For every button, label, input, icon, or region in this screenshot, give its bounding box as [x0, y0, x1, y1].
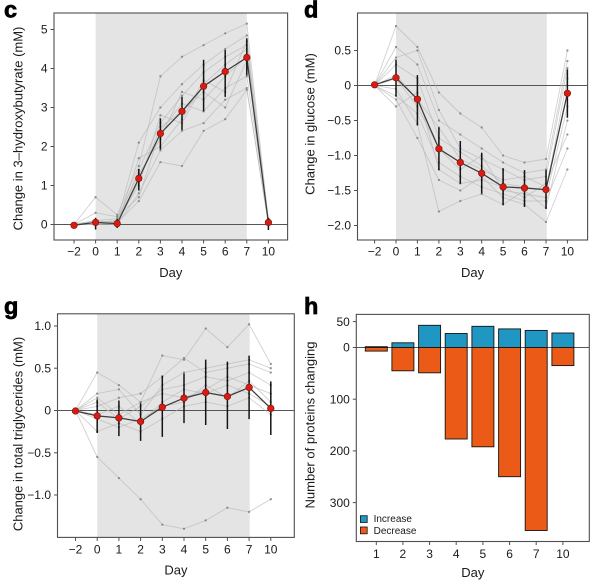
svg-text:5: 5 — [202, 542, 209, 556]
svg-text:Decrease: Decrease — [374, 526, 417, 537]
svg-text:4: 4 — [41, 62, 48, 76]
svg-text:6: 6 — [222, 245, 229, 259]
svg-text:6: 6 — [521, 245, 528, 259]
svg-text:5: 5 — [500, 245, 507, 259]
svg-text:2: 2 — [41, 140, 48, 154]
svg-text:4: 4 — [179, 245, 186, 259]
svg-text:−2: −2 — [368, 245, 382, 259]
svg-text:10: 10 — [556, 547, 570, 561]
svg-text:0: 0 — [343, 341, 350, 355]
svg-text:10: 10 — [264, 542, 278, 556]
svg-text:2: 2 — [436, 245, 443, 259]
svg-text:3: 3 — [457, 245, 464, 259]
svg-text:100: 100 — [330, 392, 350, 406]
svg-text:0.5: 0.5 — [34, 361, 51, 375]
svg-text:10: 10 — [262, 245, 276, 259]
svg-text:h: h — [304, 293, 318, 319]
svg-text:5: 5 — [480, 547, 487, 561]
svg-text:Increase: Increase — [374, 514, 413, 525]
svg-text:1: 1 — [116, 542, 123, 556]
svg-text:0: 0 — [393, 245, 400, 259]
svg-text:200: 200 — [330, 444, 350, 458]
svg-text:0: 0 — [344, 79, 351, 93]
svg-text:Day: Day — [159, 265, 183, 280]
svg-text:−0.5: −0.5 — [327, 114, 351, 128]
svg-text:−1.0: −1.0 — [327, 149, 351, 163]
svg-text:0: 0 — [94, 542, 101, 556]
svg-text:Day: Day — [461, 265, 485, 280]
svg-text:5: 5 — [200, 245, 207, 259]
svg-text:−2.0: −2.0 — [327, 219, 351, 233]
svg-text:−2: −2 — [67, 245, 81, 259]
svg-text:7: 7 — [543, 245, 550, 259]
svg-text:−1.5: −1.5 — [327, 184, 351, 198]
svg-text:6: 6 — [224, 542, 231, 556]
svg-text:Number of proteins changing: Number of proteins changing — [303, 342, 318, 509]
svg-text:4: 4 — [478, 245, 485, 259]
svg-text:−0.5: −0.5 — [27, 446, 51, 460]
svg-text:2: 2 — [135, 245, 142, 259]
svg-text:−2: −2 — [69, 542, 83, 556]
svg-text:2: 2 — [400, 547, 407, 561]
svg-text:5: 5 — [41, 23, 48, 37]
svg-text:Change in 3–hydroxybutyrate (m: Change in 3–hydroxybutyrate (mM) — [11, 27, 26, 231]
svg-text:1: 1 — [114, 245, 121, 259]
svg-text:0: 0 — [44, 404, 51, 418]
svg-text:7: 7 — [246, 542, 253, 556]
svg-text:4: 4 — [181, 542, 188, 556]
svg-text:0: 0 — [41, 218, 48, 232]
svg-text:3: 3 — [41, 101, 48, 115]
svg-text:10: 10 — [561, 245, 575, 259]
svg-text:−1.0: −1.0 — [27, 488, 51, 502]
svg-text:2: 2 — [137, 542, 144, 556]
svg-text:g: g — [4, 293, 18, 319]
svg-text:1: 1 — [373, 547, 380, 561]
svg-text:d: d — [304, 0, 318, 23]
svg-text:3: 3 — [159, 542, 166, 556]
svg-text:300: 300 — [330, 496, 350, 510]
svg-text:1: 1 — [41, 179, 48, 193]
svg-text:1.0: 1.0 — [34, 319, 51, 333]
svg-text:50: 50 — [336, 315, 350, 329]
svg-text:3: 3 — [157, 245, 164, 259]
svg-text:c: c — [4, 0, 17, 23]
svg-text:0: 0 — [92, 245, 99, 259]
svg-text:Change in total triglycerides: Change in total triglycerides (mM) — [11, 337, 26, 531]
svg-text:7: 7 — [533, 547, 540, 561]
svg-text:4: 4 — [453, 547, 460, 561]
svg-text:6: 6 — [506, 547, 513, 561]
svg-text:1: 1 — [414, 245, 421, 259]
svg-text:3: 3 — [426, 547, 433, 561]
svg-text:7: 7 — [243, 245, 250, 259]
svg-text:Day: Day — [461, 565, 485, 580]
svg-text:Change in glucose (mM): Change in glucose (mM) — [303, 53, 318, 195]
svg-text:Day: Day — [164, 563, 188, 578]
svg-text:0.5: 0.5 — [334, 44, 351, 58]
